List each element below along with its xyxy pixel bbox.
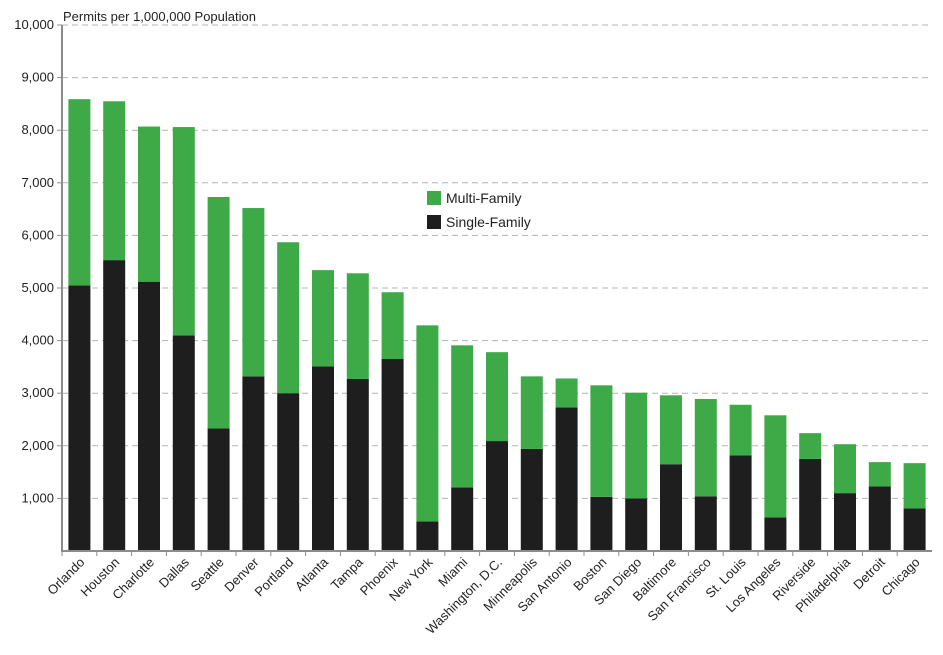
bar-single-family <box>868 486 891 551</box>
bar-multi-family <box>834 444 856 494</box>
bar-multi-family <box>277 242 300 394</box>
gridlines <box>62 24 932 499</box>
bar-multi-family <box>660 395 682 465</box>
bar-single-family <box>520 448 543 551</box>
bar-single-family <box>346 378 369 551</box>
bar-multi-family <box>172 127 195 336</box>
bar-single-family <box>625 498 648 551</box>
bar-multi-family <box>242 208 265 377</box>
bar-multi-family <box>416 325 439 522</box>
bar-multi-family <box>729 404 752 456</box>
bar-single-family <box>764 517 787 551</box>
y-tick-label: 6,000 <box>21 227 54 242</box>
bar-single-family <box>103 260 126 551</box>
bar-multi-family <box>138 126 160 282</box>
bar-single-family <box>312 366 334 551</box>
bar-multi-family <box>103 101 126 261</box>
legend-swatch-single-family <box>427 215 441 229</box>
x-tick-label: Portland <box>251 555 296 600</box>
bar-single-family <box>416 521 439 551</box>
bar-multi-family <box>590 385 613 497</box>
bar-single-family <box>138 281 160 551</box>
y-tick-label: 8,000 <box>21 122 54 137</box>
legend-swatch-multi-family <box>427 191 441 205</box>
bar-single-family <box>799 458 822 551</box>
bar-single-family <box>903 508 926 551</box>
bar-single-family <box>381 359 404 551</box>
legend-label-single-family: Single-Family <box>446 214 531 230</box>
y-tick-label: 7,000 <box>21 175 54 190</box>
bar-multi-family <box>868 462 891 487</box>
bar-multi-family <box>486 352 508 442</box>
bar-single-family <box>207 428 230 551</box>
x-tick-label: Chicago <box>878 555 922 599</box>
x-tick-label: Seattle <box>187 555 226 594</box>
bar-single-family <box>68 285 91 551</box>
bar-multi-family <box>312 270 334 367</box>
bars <box>68 99 926 551</box>
legend: Multi-Family Single-Family <box>427 190 531 230</box>
y-tick-label: 4,000 <box>21 333 54 348</box>
x-axis-ticks: OrlandoHoustonCharlotteDallasSeattleDenv… <box>44 551 923 637</box>
bar-single-family <box>694 496 717 551</box>
bar-multi-family <box>68 99 91 286</box>
y-tick-label: 1,000 <box>21 490 54 505</box>
y-tick-label: 3,000 <box>21 385 54 400</box>
bar-multi-family <box>346 273 369 379</box>
bar-multi-family <box>694 398 717 497</box>
bar-multi-family <box>555 378 578 408</box>
y-tick-label: 5,000 <box>21 280 54 295</box>
y-tick-label: 2,000 <box>21 438 54 453</box>
bar-multi-family <box>903 463 926 509</box>
bar-single-family <box>729 455 752 551</box>
bar-single-family <box>555 407 578 551</box>
bar-multi-family <box>381 292 404 360</box>
y-axis-ticks: 1,000 2,000 3,000 4,000 5,000 6,000 7,000 8,000… <box>14 17 62 505</box>
bar-multi-family <box>451 345 474 488</box>
legend-label-multi-family: Multi-Family <box>446 190 521 206</box>
bar-multi-family <box>799 433 822 459</box>
bar-single-family <box>242 376 265 551</box>
bar-multi-family <box>207 197 230 429</box>
y-tick-label: 9,000 <box>21 70 54 85</box>
y-tick-label: 10,000 <box>14 17 54 32</box>
bar-single-family <box>486 441 508 551</box>
bar-single-family <box>172 335 195 551</box>
bar-multi-family <box>764 415 787 518</box>
bar-single-family <box>451 487 474 551</box>
bar-multi-family <box>625 392 648 499</box>
bar-single-family <box>590 496 613 551</box>
bar-single-family <box>277 393 300 551</box>
bar-multi-family <box>520 376 543 449</box>
x-tick-label: Dallas <box>156 554 193 591</box>
x-tick-label: Atlanta <box>292 554 332 594</box>
bar-single-family <box>834 493 856 551</box>
y-axis-label: Permits per 1,000,000 Population <box>63 9 256 24</box>
bar-single-family <box>660 464 682 551</box>
